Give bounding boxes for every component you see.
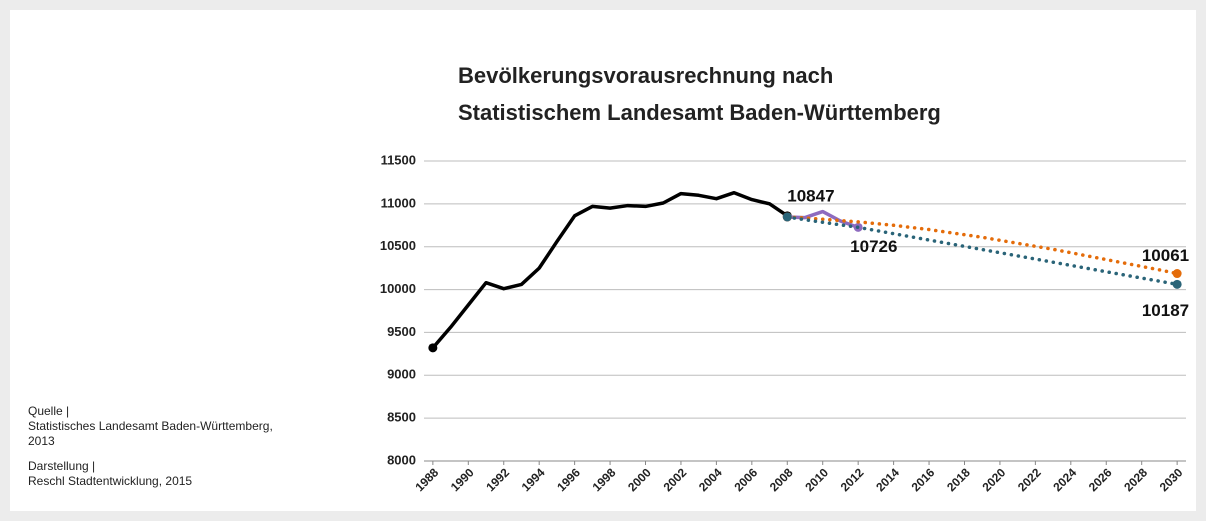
- marker: [1172, 269, 1182, 279]
- x-tick-label: 2002: [661, 465, 690, 494]
- x-tick-label: 2000: [625, 465, 654, 494]
- y-tick-label: 10500: [380, 238, 416, 253]
- series-line: [785, 215, 1179, 276]
- x-tick-label: 2014: [873, 465, 902, 494]
- x-tick-label: 2018: [944, 465, 973, 494]
- x-tick-label: 1988: [412, 465, 441, 494]
- credit-text: Reschl Stadtentwicklung, 2015: [28, 474, 193, 488]
- x-tick-label: 2010: [802, 465, 831, 494]
- series-line: [785, 209, 860, 230]
- x-tick-label: 1990: [448, 465, 477, 494]
- marker: [428, 343, 438, 353]
- series-line: [785, 215, 1179, 287]
- value-label: 10061: [1142, 246, 1189, 265]
- x-tick-label: 2004: [696, 465, 725, 494]
- marker: [1172, 279, 1182, 289]
- y-tick-label: 9000: [387, 367, 416, 382]
- credit-label: Darstellung |: [28, 459, 96, 473]
- x-tick-label: 1996: [554, 465, 583, 494]
- x-tick-label: 2012: [838, 465, 867, 494]
- x-tick-label: 1994: [519, 465, 548, 494]
- y-tick-label: 8500: [387, 410, 416, 425]
- source-label: Quelle |: [28, 404, 70, 418]
- x-tick-label: 2030: [1157, 465, 1186, 494]
- y-tick-label: 9500: [387, 324, 416, 339]
- series-line: [431, 190, 790, 350]
- y-tick-label: 8000: [387, 452, 416, 467]
- x-tick-label: 2022: [1015, 465, 1044, 494]
- x-tick-label: 2006: [731, 465, 760, 494]
- x-tick-label: 2028: [1121, 465, 1150, 494]
- value-label: 10847: [787, 186, 834, 205]
- y-tick-label: 10000: [380, 281, 416, 296]
- source-text: Statistisches Landesamt Baden-Württember…: [28, 419, 273, 448]
- panel: [10, 10, 1196, 511]
- chart-title: Bevölkerungsvorausrechnung nach: [458, 63, 833, 88]
- x-tick-label: 2020: [980, 465, 1009, 494]
- x-tick-label: 1992: [483, 465, 512, 494]
- y-tick-label: 11500: [381, 152, 416, 167]
- x-tick-label: 1998: [590, 465, 619, 494]
- marker: [782, 212, 792, 222]
- value-label: 10726: [850, 237, 897, 256]
- x-tick-label: 2026: [1086, 465, 1115, 494]
- x-tick-label: 2008: [767, 465, 796, 494]
- x-tick-label: 2024: [1050, 465, 1079, 494]
- x-tick-label: 2016: [909, 465, 938, 494]
- value-label: 10187: [1142, 301, 1189, 320]
- chart-title: Statistischem Landesamt Baden-Württember…: [458, 100, 941, 125]
- y-tick-label: 11000: [381, 195, 416, 210]
